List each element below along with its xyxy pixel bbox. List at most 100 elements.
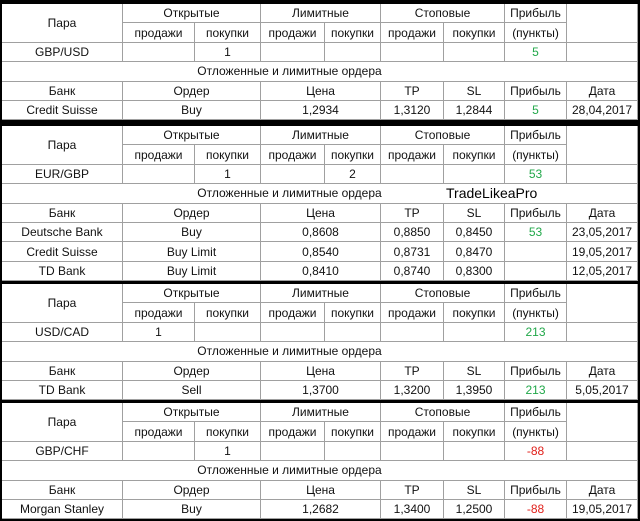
order-sl: 1,3950 [444, 381, 505, 401]
unit-header: (пункты) [505, 422, 567, 442]
group-header: Стоповые [381, 4, 505, 24]
order-bank: Credit Suisse [2, 101, 123, 121]
position: 1 [123, 322, 195, 343]
profit-header: Прибыль [505, 4, 567, 24]
orders-header: Прибыль [505, 480, 567, 500]
group-header: Лимитные [261, 284, 381, 304]
profit-header: Прибыль [505, 126, 567, 146]
order-order: Buy [123, 101, 261, 121]
order-bank: TD Bank [2, 381, 123, 401]
order-order: Buy [123, 500, 261, 520]
order-tp: 1,3200 [381, 381, 444, 401]
pair-header: Пара [2, 126, 123, 165]
group-header: Лимитные [261, 4, 381, 24]
orders-header: Цена [261, 203, 381, 223]
orders-header: Дата [567, 81, 638, 101]
orders-header: TP [381, 81, 444, 101]
pair: GBP/CHF [2, 441, 123, 462]
orders-header: Прибыль [505, 203, 567, 223]
order-sl: 1,2844 [444, 101, 505, 121]
position [261, 441, 325, 462]
group-header: Открытые [123, 284, 261, 304]
position [123, 164, 195, 185]
group-header: Стоповые [381, 126, 505, 146]
group-header: Лимитные [261, 126, 381, 146]
position [381, 42, 444, 63]
position: 1 [195, 441, 261, 462]
order-bank: Credit Suisse [2, 242, 123, 262]
group-header: Стоповые [381, 403, 505, 423]
position [123, 42, 195, 63]
order-tp: 1,3120 [381, 101, 444, 121]
order-tp: 0,8850 [381, 223, 444, 243]
order-date: 19,05,2017 [567, 242, 638, 262]
sub-header: покупки [195, 422, 261, 442]
profit [505, 261, 567, 282]
group-header: Открытые [123, 126, 261, 146]
order-tp: 0,8740 [381, 261, 444, 282]
group-header: Открытые [123, 4, 261, 24]
profit: 213 [505, 381, 567, 401]
sub-header: продажи [123, 145, 195, 165]
profit-header: Прибыль [505, 284, 567, 304]
sub-header: продажи [381, 303, 444, 323]
order-bank: TD Bank [2, 261, 123, 282]
position [381, 441, 444, 462]
position [261, 42, 325, 63]
order-price: 1,2682 [261, 500, 381, 520]
order-sl: 0,8300 [444, 261, 505, 282]
order-sl: 0,8470 [444, 242, 505, 262]
unit-header: (пункты) [505, 303, 567, 323]
sub-header: покупки [325, 303, 381, 323]
profit [505, 242, 567, 262]
cell [567, 126, 638, 165]
cell [567, 164, 638, 185]
profit: -88 [505, 441, 567, 462]
orders-header: Цена [261, 480, 381, 500]
orders-header: Дата [567, 203, 638, 223]
order-tp: 0,8731 [381, 242, 444, 262]
orders-header: Ордер [123, 81, 261, 101]
orders-header: Дата [567, 361, 638, 381]
sub-header: покупки [325, 145, 381, 165]
order-order: Buy Limit [123, 261, 261, 282]
sub-header: продажи [381, 23, 444, 43]
sub-header: продажи [123, 23, 195, 43]
sub-header: покупки [444, 303, 505, 323]
order-date: 23,05,2017 [567, 223, 638, 243]
position [325, 322, 381, 343]
pair-header: Пара [2, 4, 123, 43]
orders-header: TP [381, 480, 444, 500]
cell [567, 322, 638, 343]
sub-header: покупки [325, 422, 381, 442]
profit: 5 [505, 42, 567, 63]
order-price: 0,8608 [261, 223, 381, 243]
position [444, 42, 505, 63]
orders-header: SL [444, 361, 505, 381]
profit: 213 [505, 322, 567, 343]
position: 1 [195, 164, 261, 185]
order-sl: 0,8450 [444, 223, 505, 243]
profit: 53 [505, 164, 567, 185]
position [261, 164, 325, 185]
position [195, 322, 261, 343]
sub-header: покупки [195, 23, 261, 43]
orders-header: SL [444, 203, 505, 223]
orders-header: Прибыль [505, 361, 567, 381]
orders-header: TP [381, 361, 444, 381]
order-date: 12,05,2017 [567, 261, 638, 282]
cell [567, 441, 638, 462]
order-order: Buy [123, 223, 261, 243]
position: 2 [325, 164, 381, 185]
orders-header: Прибыль [505, 81, 567, 101]
pair: USD/CAD [2, 322, 123, 343]
orders-header: Цена [261, 81, 381, 101]
orders-header: Цена [261, 361, 381, 381]
position [261, 322, 325, 343]
orders-title: Отложенные и лимитные ордера [2, 184, 638, 204]
position [381, 322, 444, 343]
orders-header: Банк [2, 480, 123, 500]
order-order: Sell [123, 381, 261, 401]
group-header: Стоповые [381, 284, 505, 304]
